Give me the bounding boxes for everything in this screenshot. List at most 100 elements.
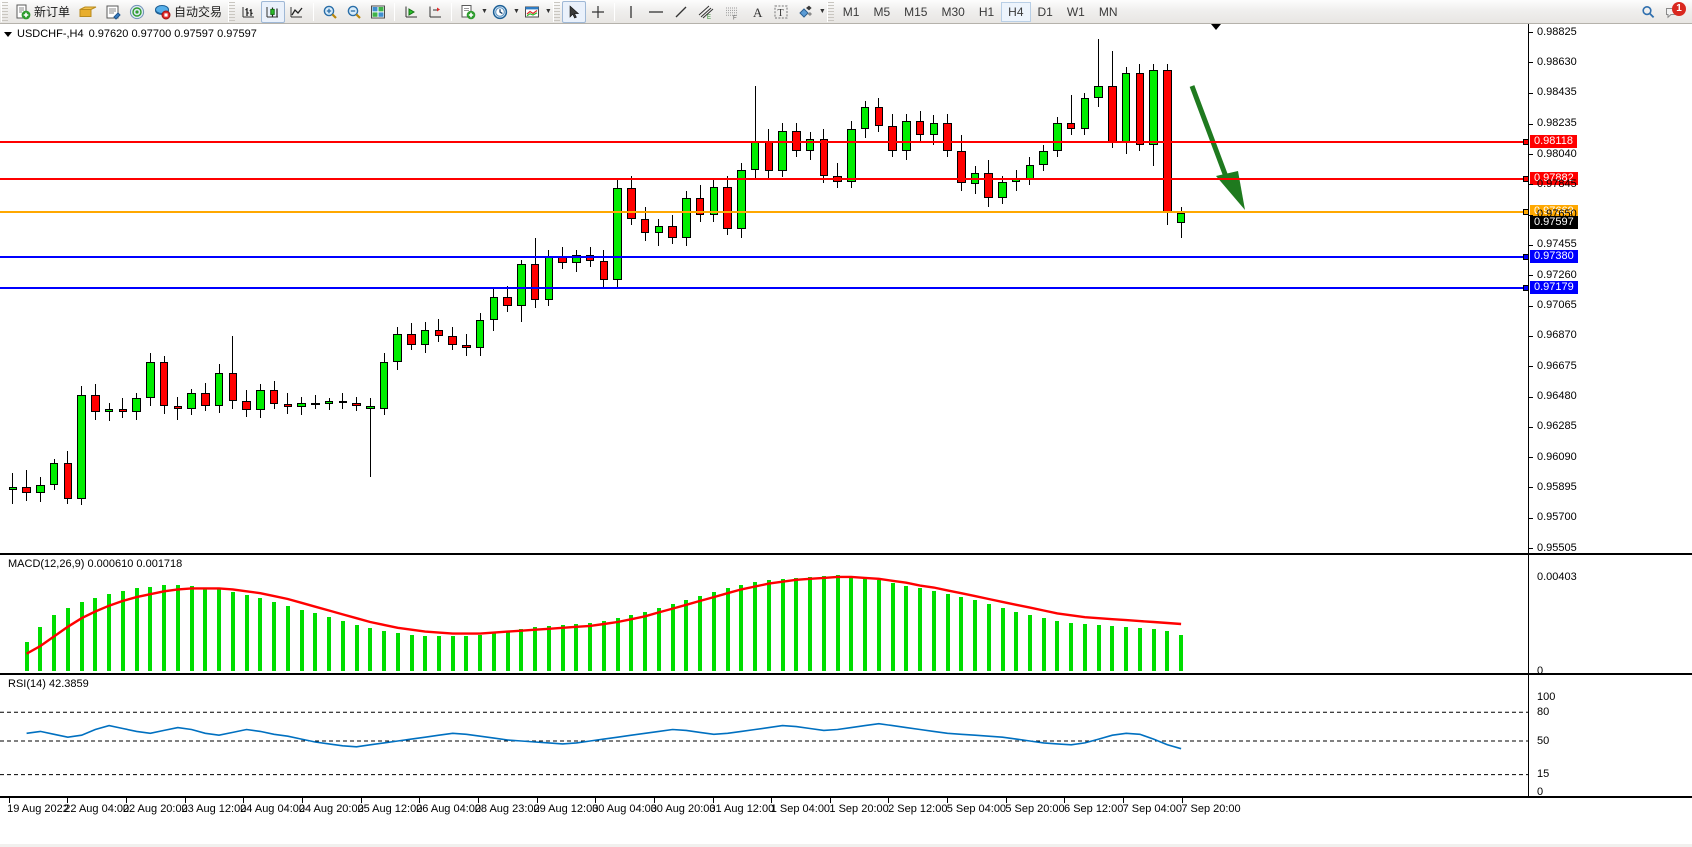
objects-dropdown-caret[interactable]: ▼ — [818, 8, 826, 15]
macd-plot[interactable] — [0, 555, 1528, 673]
candle-body — [448, 335, 457, 346]
price-tag-resistance-2[interactable]: 0.97882 — [1530, 172, 1578, 186]
new-chart-button[interactable] — [456, 1, 480, 23]
level-line-resistance-2[interactable] — [0, 175, 1529, 182]
macd-histogram-bar — [93, 598, 98, 671]
time-axis[interactable]: 19 Aug 2022 22 Aug 04:00 22 Aug 20:00 23 Au… — [0, 797, 1692, 819]
macd-histogram-bar — [643, 611, 648, 671]
candle-body — [1176, 213, 1186, 223]
trendline-button[interactable] — [669, 1, 693, 23]
candlestick-chart-button[interactable] — [261, 0, 286, 23]
text-label-button[interactable]: T — [769, 1, 793, 23]
time-tick-mark — [771, 798, 773, 803]
time-tick-label: 2 Sep 12:00 — [888, 803, 948, 815]
zoom-out-button[interactable] — [342, 1, 366, 23]
indicators-button[interactable] — [520, 1, 544, 23]
level-line-support-1[interactable] — [0, 253, 1529, 260]
timeframe-m5[interactable]: M5 — [873, 4, 891, 19]
level-handle[interactable] — [1523, 138, 1529, 145]
macd-histogram-bar — [1179, 634, 1184, 671]
new-chart-dropdown-caret[interactable]: ▼ — [481, 8, 488, 15]
period-dropdown-caret[interactable]: ▼ — [512, 8, 520, 15]
objects-icon — [797, 4, 814, 20]
level-line-support-2[interactable] — [0, 284, 1529, 291]
search-button[interactable] — [1636, 1, 1660, 23]
macd-pane[interactable]: MACD(12,26,9) 0.000610 0.001718 0.00403 0 — [0, 554, 1692, 676]
price-tag-support-2[interactable]: 0.97179 — [1530, 281, 1578, 295]
candle-body — [1080, 98, 1090, 130]
rsi-plot[interactable] — [0, 675, 1528, 796]
new-order-button[interactable]: 新订单 — [10, 1, 75, 23]
period-button[interactable] — [488, 1, 512, 23]
macd-histogram-bar — [684, 600, 689, 671]
indicators-dropdown-caret[interactable]: ▼ — [544, 8, 552, 15]
macd-histogram-bar — [725, 588, 730, 671]
chart-area[interactable]: USDCHF-,H4 0.97620 0.97700 0.97597 0.975… — [0, 24, 1692, 847]
timeframe-h4[interactable]: H4 — [1001, 1, 1031, 22]
macd-signal-line — [26, 575, 1182, 655]
signals-icon — [129, 4, 145, 20]
candle-body — [311, 402, 320, 405]
price-tag-pivot[interactable]: 0.97669 — [1530, 205, 1578, 219]
level-line-resistance-1[interactable] — [0, 138, 1529, 145]
time-tick-mark — [360, 798, 362, 803]
horizontal-scrollbar[interactable] — [0, 844, 1692, 847]
toolbar-grip-4[interactable] — [826, 1, 834, 22]
price-pane[interactable]: USDCHF-,H4 0.97620 0.97700 0.97597 0.975… — [0, 24, 1692, 554]
zoom-in-button[interactable] — [318, 1, 342, 23]
notifications-button[interactable]: 1 — [1660, 1, 1686, 23]
timeframe-m15[interactable]: M15 — [904, 4, 928, 19]
cursor-button[interactable] — [561, 0, 586, 23]
chart-collapse-caret[interactable] — [4, 31, 12, 37]
timeframe-w1[interactable]: W1 — [1066, 4, 1085, 19]
timeframe-m1[interactable]: M1 — [842, 4, 860, 19]
macd-histogram-bar — [505, 630, 510, 671]
price-scale[interactable]: 0.98118 0.97882 0.97669 0.97380 0.97179 0.975… — [1528, 24, 1692, 553]
equidistant-channel-button[interactable]: E — [693, 1, 719, 23]
bar-chart-button[interactable] — [237, 1, 261, 23]
toolbar-grip-1[interactable] — [1, 1, 8, 22]
level-handle[interactable] — [1523, 284, 1529, 291]
publish-button[interactable] — [101, 1, 125, 23]
level-handle[interactable] — [1523, 253, 1529, 260]
fibonacci-button[interactable]: F — [719, 1, 745, 23]
shift-end-button[interactable] — [399, 1, 423, 23]
hline-button[interactable] — [643, 1, 669, 23]
price-tick-label: 0.98630 — [1537, 55, 1577, 68]
macd-histogram-bar — [656, 607, 661, 671]
macd-histogram-bar — [560, 624, 565, 671]
macd-scale[interactable]: 0.00403 0 — [1528, 555, 1692, 676]
time-tick-label: 7 Sep 04:00 — [1122, 803, 1182, 815]
text-button[interactable]: A — [745, 1, 769, 23]
price-tick-mark — [1529, 517, 1533, 519]
crosshair-button[interactable] — [586, 1, 610, 23]
vline-button[interactable] — [619, 1, 643, 23]
folder-button[interactable] — [75, 1, 101, 23]
toolbar-grip-2[interactable] — [228, 1, 236, 22]
rsi-scale[interactable]: 100 80 50 15 0 — [1528, 675, 1692, 797]
price-tag-support-1[interactable]: 0.97380 — [1530, 250, 1578, 264]
candle-body — [297, 402, 306, 408]
price-tick-mark — [1529, 548, 1533, 549]
macd-histogram-bar — [464, 635, 469, 671]
objects-button[interactable] — [793, 1, 818, 23]
chart-shift-button[interactable] — [423, 1, 447, 23]
toolbar-grip-3[interactable] — [552, 1, 560, 22]
price-tag-resistance-1[interactable]: 0.98118 — [1530, 135, 1577, 149]
time-tick-mark — [1064, 798, 1066, 803]
signals-button[interactable] — [125, 1, 149, 23]
timeframe-m30[interactable]: M30 — [941, 4, 965, 19]
level-handle[interactable] — [1523, 208, 1529, 215]
time-tick-mark — [477, 798, 479, 803]
timeframe-h1[interactable]: H1 — [978, 4, 995, 19]
tile-windows-button[interactable] — [366, 1, 390, 23]
level-handle[interactable] — [1523, 175, 1529, 182]
timeframe-d1[interactable]: D1 — [1037, 4, 1053, 19]
timeframe-mn[interactable]: MN — [1098, 4, 1118, 19]
macd-histogram-bar — [808, 576, 812, 671]
autotrading-button[interactable]: 自动交易 — [149, 1, 227, 23]
level-line-pivot[interactable] — [0, 208, 1529, 215]
rsi-pane[interactable]: RSI(14) 42.3859 100 80 50 15 0 — [0, 674, 1692, 797]
price-tick-mark — [1529, 457, 1533, 459]
line-chart-button[interactable] — [285, 1, 309, 23]
